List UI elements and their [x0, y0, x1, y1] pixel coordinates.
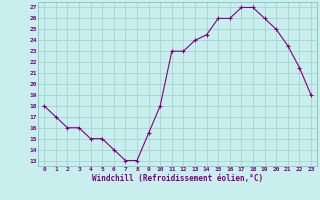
X-axis label: Windchill (Refroidissement éolien,°C): Windchill (Refroidissement éolien,°C): [92, 174, 263, 183]
